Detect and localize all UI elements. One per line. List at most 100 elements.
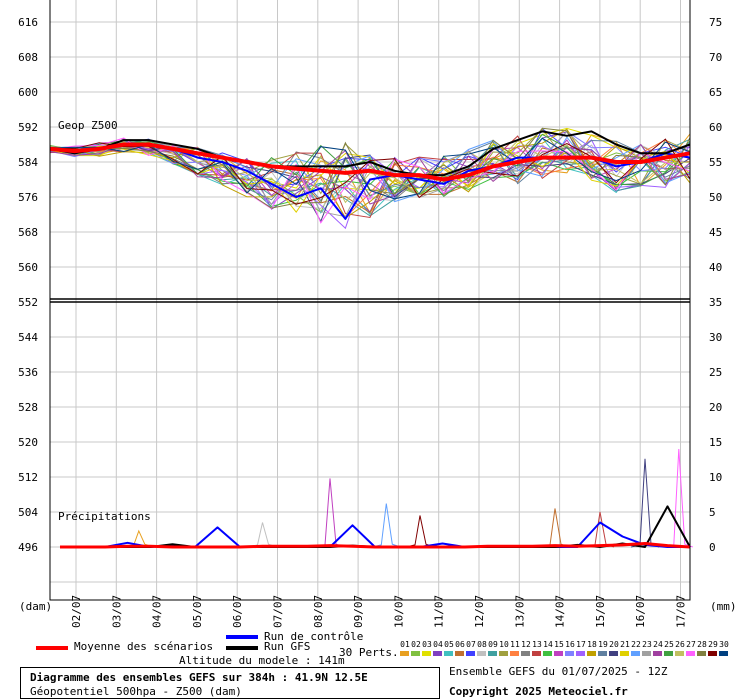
mean-legend-label: Moyenne des scénarios bbox=[74, 640, 214, 653]
perturbation-number: 20 bbox=[609, 640, 619, 649]
perturbation-number: 13 bbox=[532, 640, 542, 649]
y-tick-label-left: 552 bbox=[18, 296, 38, 309]
perturbation-swatch bbox=[444, 651, 453, 656]
perturbation-swatch bbox=[686, 651, 695, 656]
x-tick-label: 03/07 bbox=[110, 595, 123, 628]
perturbation-swatch bbox=[675, 651, 684, 656]
y-tick-label-left: 536 bbox=[18, 366, 38, 379]
x-tick-label: 07/07 bbox=[272, 595, 285, 628]
y-tick-label-left: 584 bbox=[18, 156, 38, 169]
y-tick-label-right: 50 bbox=[709, 191, 722, 204]
perturbation-number: 11 bbox=[510, 640, 520, 649]
perturbation-number: 15 bbox=[554, 640, 564, 649]
y-tick-label-right: 40 bbox=[709, 261, 722, 274]
perturbation-swatch bbox=[433, 651, 442, 656]
perturbation-swatch bbox=[543, 651, 552, 656]
perturbation-swatch bbox=[488, 651, 497, 656]
perturbation-swatch bbox=[609, 651, 618, 656]
perturbation-number: 07 bbox=[466, 640, 476, 649]
perturbation-number: 16 bbox=[565, 640, 575, 649]
perturbation-number: 23 bbox=[642, 640, 652, 649]
run-info: Ensemble GEFS du 01/07/2025 - 12Z bbox=[449, 665, 668, 678]
perturbation-swatch bbox=[510, 651, 519, 656]
perturbation-number: 03 bbox=[422, 640, 432, 649]
y-tick-label-left: 512 bbox=[18, 471, 38, 484]
perturbation-swatch bbox=[422, 651, 431, 656]
perts-legend-label: 30 Perts. bbox=[339, 646, 399, 659]
precip-panel-label: Précipitations bbox=[58, 510, 151, 523]
y-tick-label-right: 10 bbox=[709, 471, 722, 484]
perturbation-number: 24 bbox=[653, 640, 663, 649]
perturbation-swatch bbox=[697, 651, 706, 656]
precip-perturbation-peak bbox=[630, 458, 660, 548]
perturbation-swatch bbox=[576, 651, 585, 656]
gfs-legend-swatch bbox=[226, 646, 258, 650]
y-tick-label-right: 30 bbox=[709, 331, 722, 344]
precip-mean-line bbox=[60, 542, 691, 549]
x-tick-label: 17/07 bbox=[675, 595, 688, 628]
perturbation-number: 09 bbox=[488, 640, 498, 649]
y-tick-label-left: 560 bbox=[18, 261, 38, 274]
y-tick-label-left: 600 bbox=[18, 86, 38, 99]
perturbation-swatch bbox=[554, 651, 563, 656]
perturbation-number: 25 bbox=[664, 640, 674, 649]
y-tick-label-left: 496 bbox=[18, 541, 38, 554]
perturbation-swatch bbox=[653, 651, 662, 656]
precip-perturbation-peak bbox=[540, 508, 570, 548]
perturbation-number: 29 bbox=[708, 640, 718, 649]
perturbation-number: 27 bbox=[686, 640, 696, 649]
z500-plot bbox=[49, 127, 691, 230]
perturbation-swatch bbox=[400, 651, 409, 656]
perturbation-number: 21 bbox=[620, 640, 630, 649]
perturbation-swatch bbox=[455, 651, 464, 656]
perturbation-swatch bbox=[642, 651, 651, 656]
perturbation-number: 22 bbox=[631, 640, 641, 649]
x-tick-label: 16/07 bbox=[634, 595, 647, 628]
x-tick-label: 12/07 bbox=[473, 595, 486, 628]
perturbation-number: 26 bbox=[675, 640, 685, 649]
altitude-label: Altitude du modele : 141m bbox=[179, 654, 345, 667]
x-tick-label: 14/07 bbox=[554, 595, 567, 628]
precip-perturbation-peak bbox=[372, 503, 401, 548]
perturbation-swatch bbox=[598, 651, 607, 656]
y-tick-label-left: 616 bbox=[18, 16, 38, 29]
y-tick-label-right: 65 bbox=[709, 86, 722, 99]
perturbation-number: 12 bbox=[521, 640, 531, 649]
control-legend-label: Run de contrôle bbox=[264, 630, 364, 643]
perturbation-line bbox=[49, 130, 691, 218]
y-tick-label-left: 544 bbox=[18, 331, 38, 344]
y-tick-label-right: 60 bbox=[709, 121, 722, 134]
gfs-run-line bbox=[49, 130, 691, 177]
perturbation-number: 28 bbox=[697, 640, 707, 649]
perturbation-number: 01 bbox=[400, 640, 410, 649]
y-tick-label-right: 15 bbox=[709, 436, 722, 449]
perturbation-swatch bbox=[620, 651, 629, 656]
perturbation-line bbox=[49, 128, 691, 219]
x-tick-label: 08/07 bbox=[312, 595, 325, 628]
y-tick-label-right: 5 bbox=[709, 506, 716, 519]
perturbation-swatch bbox=[532, 651, 541, 656]
perturbation-swatch bbox=[664, 651, 673, 656]
y-tick-label-left: 608 bbox=[18, 51, 38, 64]
y-tick-label-right: 0 bbox=[709, 541, 716, 554]
y-tick-label-left: 576 bbox=[18, 191, 38, 204]
z500-panel-label: Geop Z500 bbox=[58, 119, 118, 132]
perturbation-number: 17 bbox=[576, 640, 586, 649]
y-tick-label-right: 25 bbox=[709, 366, 722, 379]
ensemble-mean-line bbox=[49, 142, 691, 182]
perturbation-number: 05 bbox=[444, 640, 454, 649]
perturbation-number: 14 bbox=[543, 640, 553, 649]
precip-perturbation-peak bbox=[664, 448, 693, 548]
perturbation-number: 04 bbox=[433, 640, 443, 649]
right-unit-label: (mm) bbox=[710, 600, 737, 613]
x-tick-label: 09/07 bbox=[352, 595, 365, 628]
y-tick-label-left: 504 bbox=[18, 506, 38, 519]
perturbation-swatch bbox=[411, 651, 420, 656]
x-tick-label: 05/07 bbox=[191, 595, 204, 628]
precip-perturbation-peak bbox=[405, 515, 435, 548]
chart-axes: 02/07 03/07 04/07 05/07 06/07 07/07 08/07 09/07… bbox=[18, 0, 722, 628]
perturbation-swatch bbox=[719, 651, 728, 656]
y-tick-label-right: 45 bbox=[709, 226, 722, 239]
perturbation-number: 18 bbox=[587, 640, 597, 649]
perturbation-line bbox=[49, 143, 691, 213]
